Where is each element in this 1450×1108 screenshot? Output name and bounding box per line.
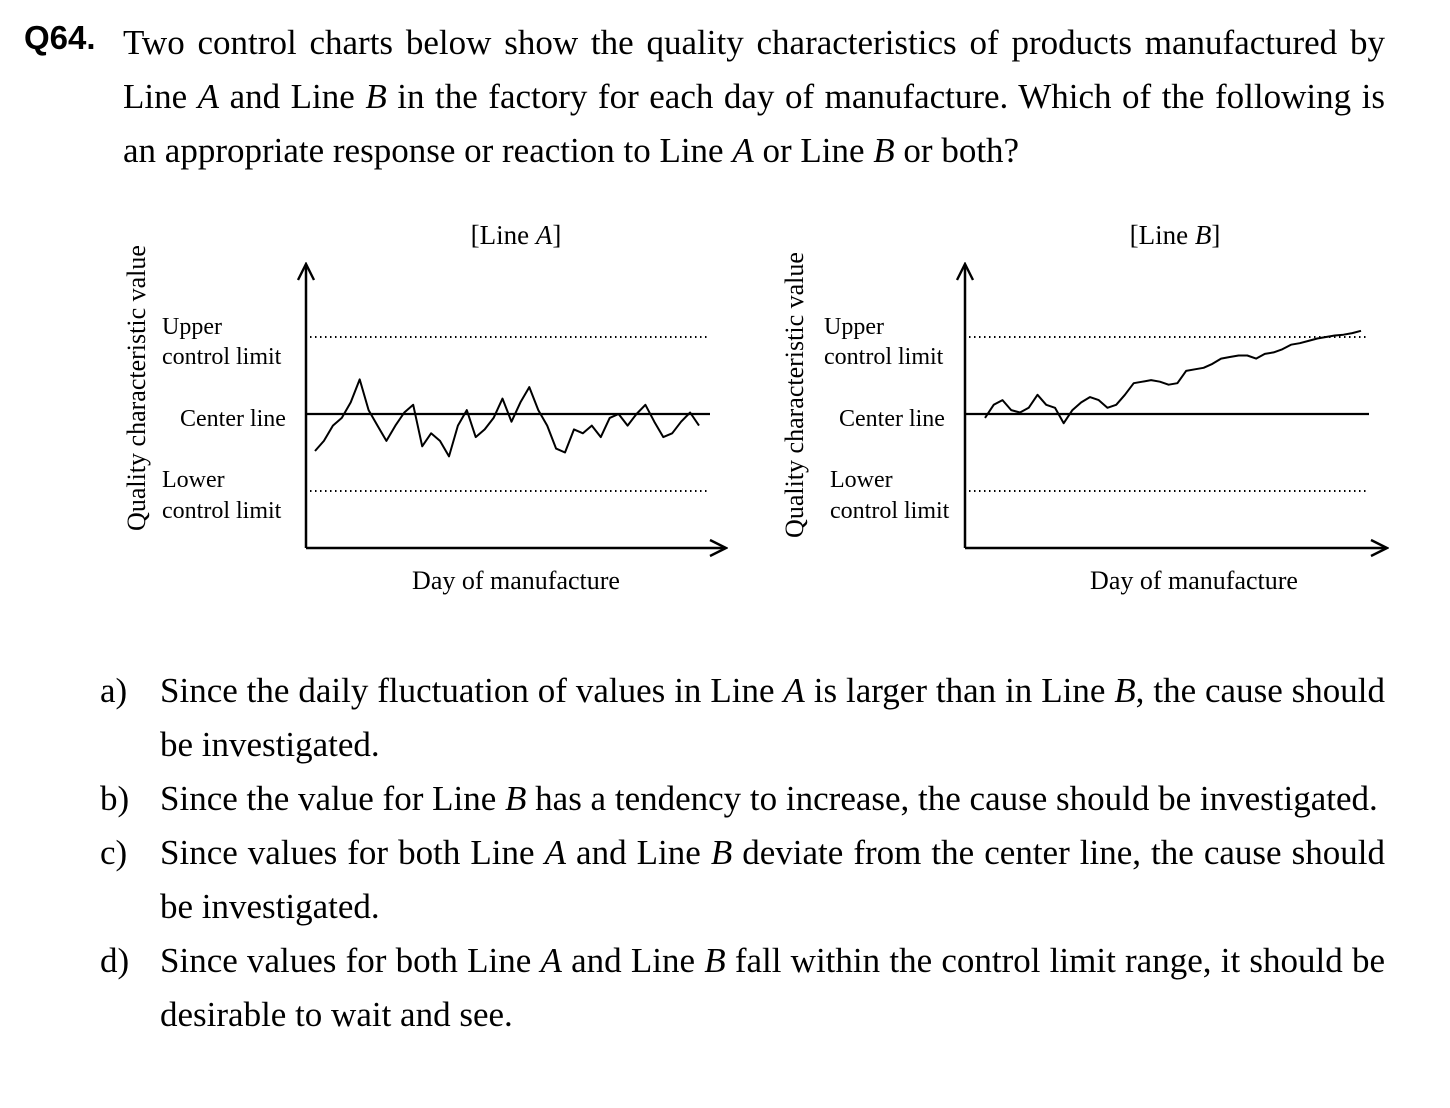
chart-line-a: [Line A] Quality characteristic value Up… (122, 220, 726, 595)
option-c[interactable]: c) Since values for both Line A and Line… (100, 826, 1385, 934)
chart-a-ucl-label-line1: Upper (162, 314, 222, 340)
answer-options: a) Since the daily fluctuation of values… (100, 664, 1385, 1042)
chart-b-xlabel: Day of manufacture (1090, 566, 1298, 595)
chart-a-xlabel: Day of manufacture (412, 566, 620, 595)
chart-b-series-line (984, 329, 1362, 425)
option-letter: c) (100, 833, 128, 872)
option-d[interactable]: d) Since values for both Line A and Line… (100, 934, 1385, 1042)
option-text: Since values for both Line A and Line B … (160, 941, 1385, 1034)
question-number: Q64. (24, 19, 96, 56)
chart-b-lcl-label-line1: Lower (830, 467, 893, 493)
option-letter: a) (100, 671, 128, 710)
chart-a-center-label: Center line (180, 406, 286, 432)
chart-a-ylabel: Quality characteristic value (122, 245, 151, 531)
chart-b-title: [Line B] (1130, 220, 1221, 250)
option-b[interactable]: b) Since the value for Line B has a tend… (100, 772, 1385, 826)
option-letter: d) (100, 941, 130, 980)
option-text: Since the daily fluctuation of values in… (160, 671, 1386, 764)
option-a[interactable]: a) Since the daily fluctuation of values… (100, 664, 1385, 772)
chart-a-title: [Line A] (471, 220, 562, 250)
chart-line-b: [Line B] Quality characteristic value Up… (780, 220, 1387, 595)
question-text: Two control charts below show the qualit… (123, 23, 1385, 170)
chart-b-lcl-label-line2: control limit (830, 498, 950, 524)
chart-b-ucl-label-line2: control limit (824, 344, 944, 370)
chart-a-ucl-label-line2: control limit (162, 344, 282, 370)
chart-a-lcl-label-line2: control limit (162, 498, 282, 524)
option-text: Since the value for Line B has a tendenc… (160, 779, 1378, 818)
chart-b-ucl-label-line1: Upper (824, 314, 884, 340)
chart-b-center-label: Center line (839, 406, 945, 432)
control-charts-figure: [Line A] Quality characteristic value Up… (122, 220, 1450, 595)
chart-b-ylabel: Quality characteristic value (780, 252, 809, 538)
chart-a-series-line (314, 378, 700, 458)
chart-a-lcl-label-line1: Lower (162, 467, 225, 493)
option-letter: b) (100, 779, 130, 818)
option-text: Since values for both Line A and Line B … (160, 833, 1385, 926)
